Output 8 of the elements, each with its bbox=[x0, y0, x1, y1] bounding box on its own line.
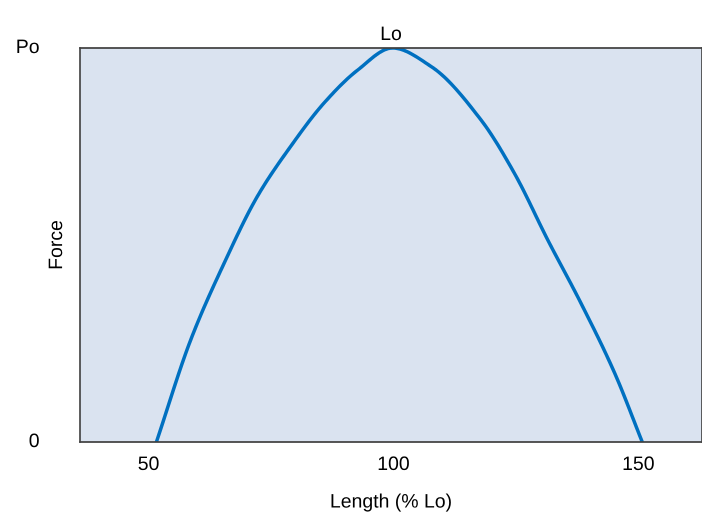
y-axis-title: Force bbox=[48, 221, 62, 268]
x-tick-label: 50 bbox=[138, 456, 159, 470]
x-axis-title: Length (% Lo) bbox=[332, 493, 451, 512]
text: 0 bbox=[30, 433, 39, 448]
text: Po bbox=[17, 40, 39, 54]
text: Lo bbox=[382, 26, 401, 40]
x-tick-label: 100 bbox=[378, 456, 409, 470]
x-tick-label: 150 bbox=[624, 456, 654, 470]
